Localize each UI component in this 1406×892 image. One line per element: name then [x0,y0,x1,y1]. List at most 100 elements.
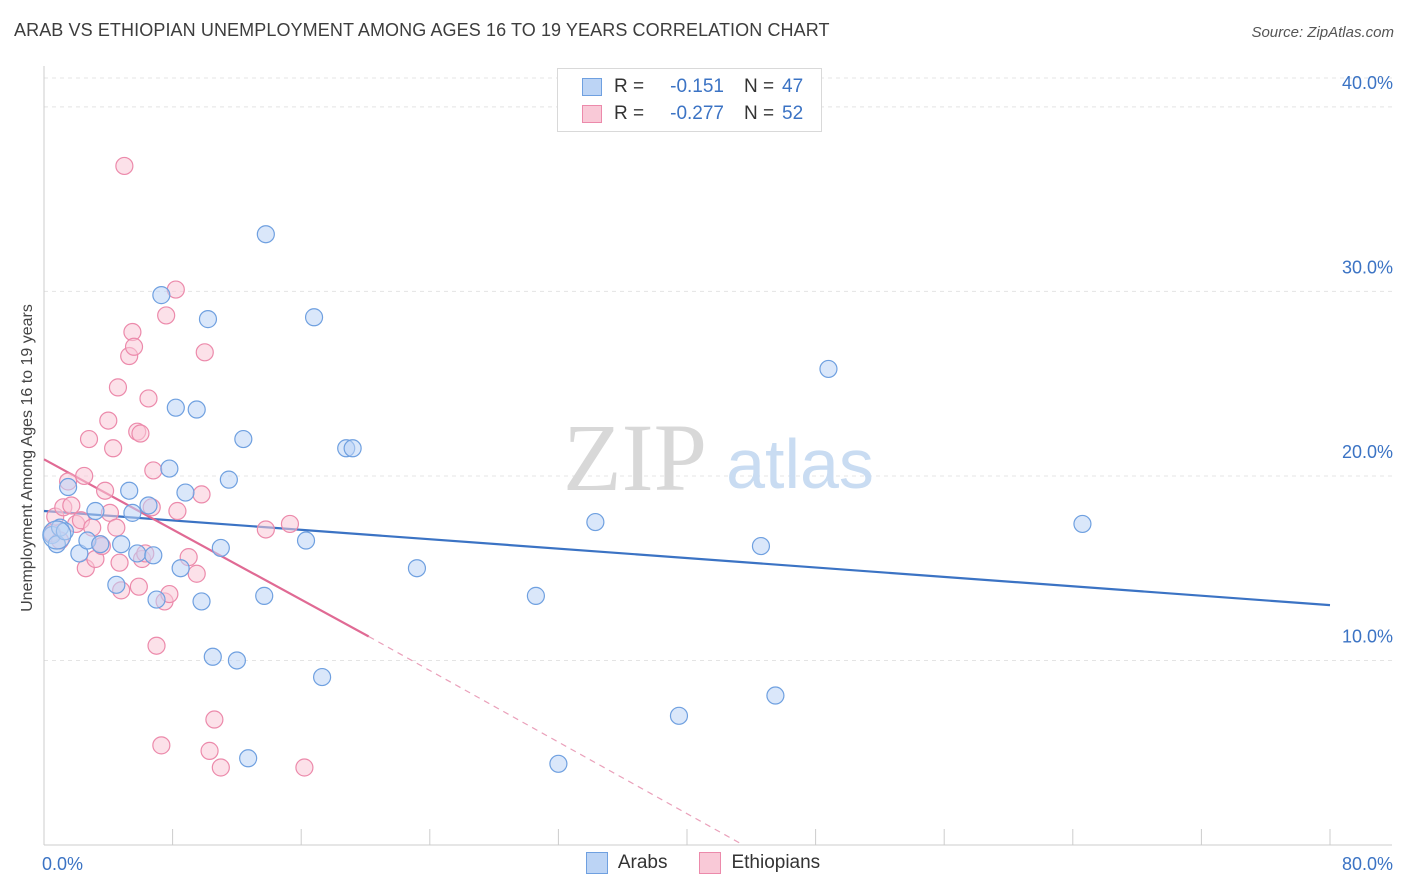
point-ethiopian [104,439,123,458]
watermark: ZIP atlas [563,404,874,511]
point-cluster [42,520,72,550]
legend-r-label: R = [614,76,645,97]
point-arab [256,225,275,244]
point-ethiopian [110,553,129,572]
legend-row-ethiopians: R = -0.277 N = 52 [582,102,803,126]
point-ethiopian [62,496,81,515]
bottom-legend-swatch-arabs [585,852,608,874]
x-tick-label: 80.0% [1342,854,1393,874]
point-ethiopian [131,424,150,443]
point-arab [139,496,158,515]
point-arab [312,667,332,687]
point-arab [296,531,316,550]
bottom-legend-label-arabs: Arabs [617,852,668,873]
point-arab [59,477,78,497]
legend-r-value: -0.151 [670,76,724,97]
bottom-legend-swatch-ethiopians [699,852,722,874]
legend-n-value: 52 [782,103,804,124]
point-arab [203,647,222,666]
tick-labels: 10.0% 20.0% 30.0% 40.0% 0.0% 80.0% [42,73,1393,874]
point-arab [91,535,110,554]
point-arab [549,754,568,773]
point-ethiopian [144,461,163,480]
bottom-legend-arabs: Arabs [585,852,668,874]
point-ethiopian [95,481,115,500]
point-ethiopian [124,337,144,356]
legend-n-label: N = [744,76,775,97]
point-ethiopian [280,514,300,534]
point-ethiopian [256,520,275,539]
point-arab [526,586,545,605]
point-arab [234,429,253,449]
point-ethiopian [147,636,166,655]
point-arab [152,286,171,305]
point-arab [1073,514,1092,534]
point-ethiopian [115,156,134,176]
point-arab [239,749,258,768]
y-tick-label: 40.0% [1342,73,1393,93]
point-ethiopian [108,378,128,397]
point-arab [147,590,166,609]
legend-n-label: N = [744,103,775,124]
legend-r-value: -0.277 [670,103,724,124]
point-ethiopian [211,758,230,777]
point-arab [187,400,206,419]
point-ethiopian [99,411,118,430]
point-arab [219,470,238,489]
legend-swatch-ethiopians [582,105,602,123]
points [42,156,1092,777]
point-ethiopian [107,518,126,537]
point-ethiopian [195,343,214,362]
bottom-legend: Arabs Ethiopians [0,852,1406,874]
legend-r-label: R = [614,103,645,124]
y-tick-label: 30.0% [1342,257,1393,277]
point-arab [819,359,838,379]
legend-swatch-arabs [582,78,602,96]
point-arab [55,522,74,541]
point-arab [86,501,105,521]
point-arab [176,483,195,502]
point-ethiopian [129,577,148,596]
point-ethiopian [200,741,219,760]
point-ethiopian [192,485,211,504]
point-ethiopian [168,501,187,521]
trendline-arabs [43,509,1331,607]
point-arab [166,398,185,417]
point-arab [160,459,179,478]
legend-row-arabs: R = -0.151 N = 47 [582,75,803,99]
point-arab [227,651,246,670]
point-arab [211,538,230,558]
point-arab [407,559,427,578]
point-ethiopian [152,736,171,755]
trendline-ethiopians-extension [368,635,744,846]
y-tick-label: 20.0% [1342,442,1393,462]
chart-title: ARAB VS ETHIOPIAN UNEMPLOYMENT AMONG AGE… [14,20,830,40]
point-arab [123,503,142,522]
point-ethiopian [295,758,314,777]
point-ethiopian [75,466,94,486]
source-label: Source: ZipAtlas.com [1251,24,1394,41]
point-arab [120,481,139,500]
watermark-atlas: atlas [726,425,874,503]
point-arab [198,310,218,329]
point-arab [107,575,126,594]
point-arab [586,512,605,532]
point-arab [144,546,163,565]
legend-n-value: 47 [782,76,804,97]
point-arab [192,592,211,611]
point-ethiopian [187,564,206,583]
bottom-legend-ethiopians: Ethiopians [699,852,820,874]
y-tick-label: 10.0% [1342,626,1393,646]
point-arab [751,536,771,556]
point-arab [128,544,147,563]
point-ethiopian [79,429,99,449]
watermark-zip: ZIP [563,404,707,511]
axes [43,66,1392,846]
gridlines [44,77,1392,661]
point-arab [70,544,89,563]
point-ethiopian [157,306,176,325]
legend: R = -0.151 N = 47 R = -0.277 N = 52 [557,68,822,132]
point-arab [112,535,131,554]
x-tick-label: 0.0% [42,854,83,874]
